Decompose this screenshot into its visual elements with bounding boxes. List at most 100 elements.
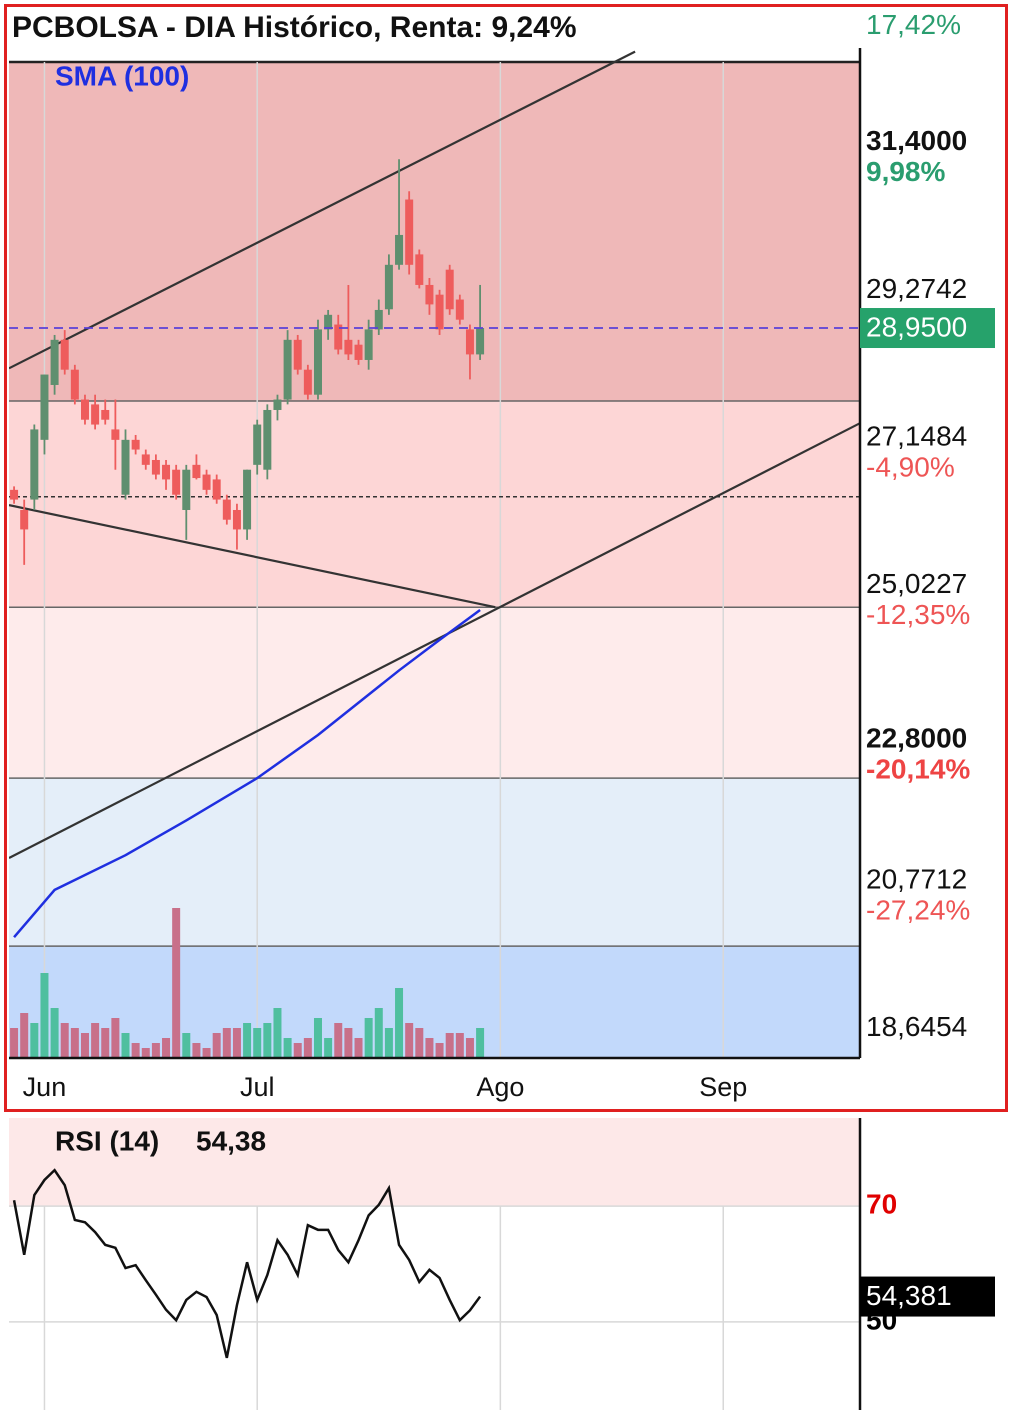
chart-title: PCBOLSA - DIA Histórico, Renta: 9,24% bbox=[12, 11, 577, 44]
pct-tick-label: 17,42% bbox=[866, 9, 961, 40]
trendline bbox=[9, 50, 636, 370]
trendline bbox=[9, 422, 860, 859]
volume-bar bbox=[30, 1023, 39, 1058]
candle-body bbox=[202, 474, 211, 490]
candle-body bbox=[303, 369, 312, 395]
volume-bar bbox=[334, 1023, 343, 1058]
candle-body bbox=[364, 329, 373, 360]
sma-legend: SMA (100) bbox=[55, 60, 189, 91]
volume-bar bbox=[212, 1033, 221, 1058]
volume-bar bbox=[202, 1048, 211, 1058]
candle-body bbox=[111, 429, 120, 440]
candle-body bbox=[313, 329, 322, 395]
candle-body bbox=[10, 489, 19, 500]
candle-body bbox=[273, 399, 282, 410]
candle-body bbox=[172, 469, 181, 495]
y-tick-label: 29,2742 bbox=[866, 273, 967, 304]
candle-body bbox=[162, 464, 171, 480]
volume-bar bbox=[60, 1023, 69, 1058]
candle-body bbox=[354, 344, 363, 360]
x-tick-label: Ago bbox=[476, 1072, 524, 1102]
pct-tick-label: -4,90% bbox=[866, 452, 955, 483]
candle-body bbox=[141, 454, 150, 465]
volume-bar bbox=[222, 1028, 231, 1058]
candle-body bbox=[465, 329, 474, 355]
zone bbox=[9, 62, 860, 401]
volume-bar bbox=[131, 1043, 140, 1058]
candle-body bbox=[232, 509, 241, 530]
pct-tick-label: -12,35% bbox=[866, 599, 970, 630]
volume-bar bbox=[435, 1043, 444, 1058]
candle-body bbox=[476, 328, 485, 355]
volume-bar bbox=[80, 1033, 89, 1058]
candle-body bbox=[91, 404, 100, 425]
candle-body bbox=[324, 314, 333, 330]
candle-body bbox=[455, 299, 464, 320]
y-tick-label: 27,1484 bbox=[866, 421, 967, 452]
volume-bar bbox=[455, 1033, 464, 1058]
candle-body bbox=[405, 199, 414, 265]
y-tick-label: 25,0227 bbox=[866, 568, 967, 599]
rsi-plot bbox=[9, 1118, 860, 1410]
candle-body bbox=[445, 269, 454, 310]
volume-bar bbox=[91, 1023, 100, 1058]
volume-bar bbox=[283, 1038, 292, 1058]
trendline bbox=[9, 504, 496, 609]
candle-body bbox=[101, 409, 110, 420]
volume-bar bbox=[243, 1023, 252, 1058]
volume-bar bbox=[151, 1043, 160, 1058]
chart-frame bbox=[4, 4, 1008, 1112]
volume-bar bbox=[273, 1008, 282, 1058]
candle-body bbox=[374, 309, 383, 330]
candle-body bbox=[50, 339, 59, 385]
sma-line bbox=[13, 609, 481, 938]
candle-body bbox=[425, 284, 434, 305]
zone bbox=[9, 778, 860, 947]
volume-bar bbox=[465, 1038, 474, 1058]
candle-body bbox=[415, 254, 424, 285]
volume-bar bbox=[162, 1038, 171, 1058]
volume-bar bbox=[172, 908, 181, 1058]
x-tick-label: Jun bbox=[23, 1072, 67, 1102]
volume-bar bbox=[374, 1008, 383, 1058]
candle-body bbox=[182, 469, 191, 510]
volume-bar bbox=[20, 1013, 29, 1058]
volume-bar bbox=[182, 1033, 191, 1058]
volume-bar bbox=[263, 1023, 272, 1058]
volume-bar bbox=[232, 1028, 241, 1058]
pct-tick-label: -27,24% bbox=[866, 894, 970, 925]
candle-body bbox=[131, 439, 140, 450]
volume-bar bbox=[405, 1023, 414, 1058]
y-tick-label: 22,8000 bbox=[866, 723, 967, 754]
volume-bar bbox=[425, 1038, 434, 1058]
candle-body bbox=[395, 234, 404, 265]
volume-bar bbox=[445, 1033, 454, 1058]
candle-body bbox=[293, 339, 302, 370]
candle-body bbox=[20, 509, 29, 530]
volume-bar bbox=[293, 1043, 302, 1058]
zone bbox=[9, 946, 860, 1058]
volume-bar bbox=[303, 1038, 312, 1058]
volume-bar bbox=[313, 1018, 322, 1058]
volume-bar bbox=[70, 1028, 79, 1058]
candle-body bbox=[192, 464, 201, 479]
volume-bar bbox=[354, 1038, 363, 1058]
volume-bar bbox=[192, 1043, 201, 1058]
zone bbox=[9, 607, 860, 779]
main-plot bbox=[9, 50, 860, 1058]
y-tick-label: 20,7712 bbox=[866, 863, 967, 894]
candle-body bbox=[121, 439, 130, 495]
overlay: Jun Jul Ago Sep 31,4000 29,2742 27,1484 25,0227… bbox=[4, 4, 1008, 1410]
volume-bar bbox=[364, 1018, 373, 1058]
x-tick-label: Jul bbox=[240, 1072, 275, 1102]
candle-body bbox=[151, 459, 160, 475]
volume-bar bbox=[101, 1028, 110, 1058]
candle-body bbox=[384, 264, 393, 310]
volume-bar bbox=[384, 1028, 393, 1058]
candle-body bbox=[283, 339, 292, 400]
volume-bar bbox=[476, 1028, 485, 1058]
volume-bar bbox=[395, 988, 404, 1058]
volume-bar bbox=[141, 1048, 150, 1058]
volume-bar bbox=[324, 1038, 333, 1058]
